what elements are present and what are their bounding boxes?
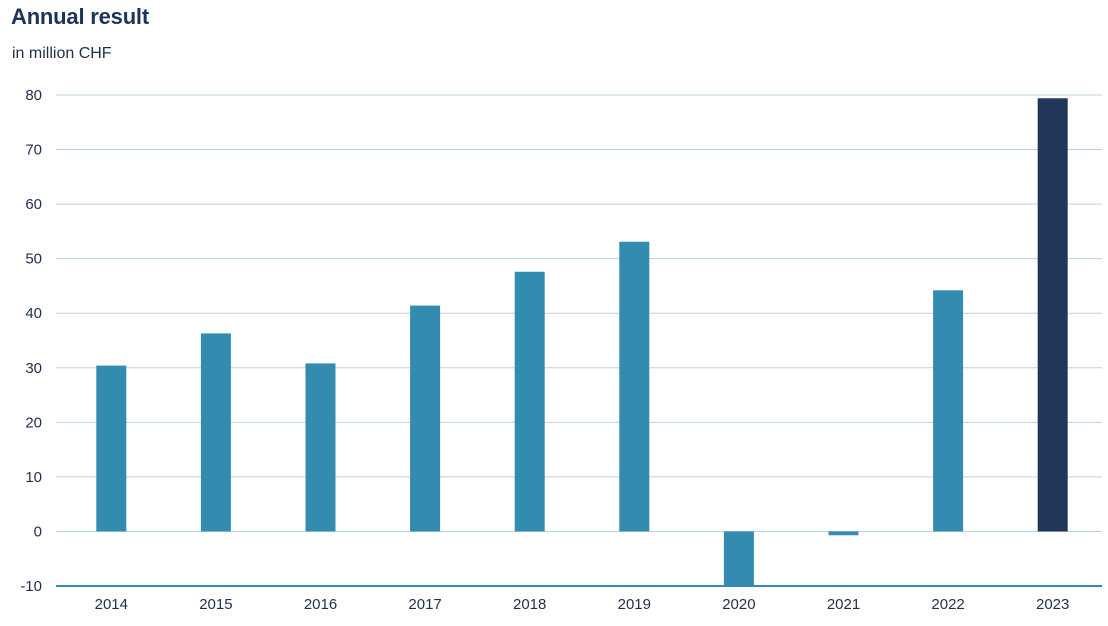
x-tick-label: 2022 [931,596,964,613]
bar-2016 [305,363,336,532]
x-tick-label: 2015 [199,596,232,613]
chart-subtitle: in million CHF [12,45,112,62]
x-axis-ticks: 2014 2015 2016 2017 2018 2019 2020 2021 2022 2023 [95,596,1070,613]
x-tick-label: 2017 [408,596,441,613]
bar-2018 [514,271,545,532]
bar-2021 [828,531,859,536]
y-tick-label: 0 [34,523,42,540]
bar-2015 [200,333,231,532]
x-tick-label: 2014 [95,596,128,613]
bar-2017 [410,305,441,532]
y-tick-label: 60 [25,196,42,213]
y-axis-ticks: 80 70 60 50 40 30 20 10 0 -10 [20,87,42,595]
y-tick-label: 70 [25,142,42,159]
y-tick-label: 30 [25,360,42,377]
y-tick-label: 20 [25,414,42,431]
x-tick-label: 2018 [513,596,546,613]
bar-2014 [96,365,127,532]
bar-2019 [619,241,650,532]
bar-2023 [1037,98,1068,532]
chart-title: Annual result [11,4,149,29]
bars [96,98,1068,586]
x-tick-label: 2020 [722,596,755,613]
y-tick-label: 40 [25,305,42,322]
x-tick-label: 2021 [827,596,860,613]
bar-2022 [933,290,964,532]
y-tick-label: -10 [20,578,42,595]
y-tick-label: 10 [25,469,42,486]
x-tick-label: 2016 [304,596,337,613]
x-tick-label: 2019 [618,596,651,613]
x-tick-label: 2023 [1036,596,1069,613]
y-tick-label: 50 [25,251,42,268]
y-tick-label: 80 [25,87,42,104]
bar-2020 [723,531,754,586]
